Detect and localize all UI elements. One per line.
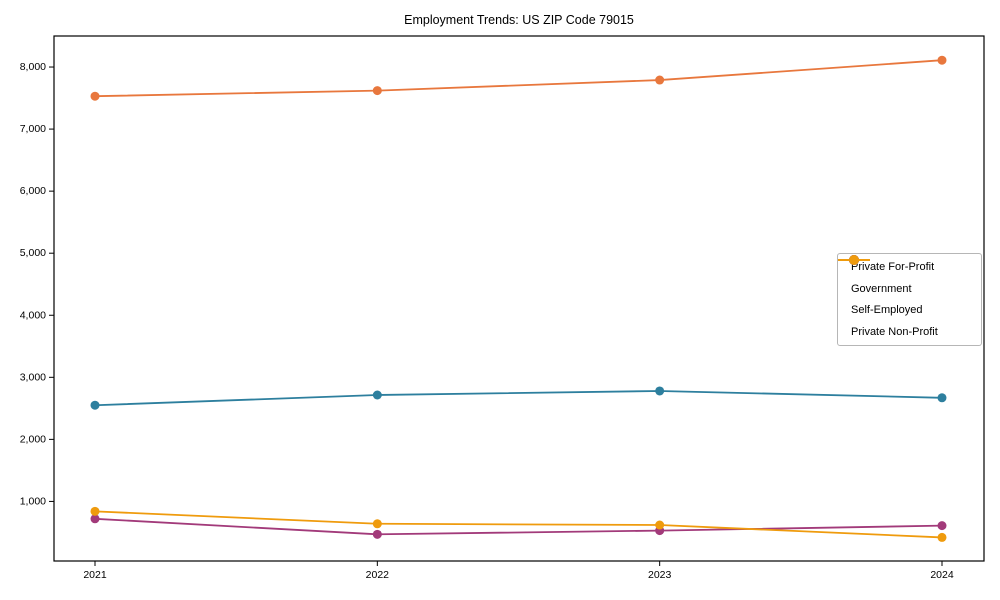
y-tick-label: 7,000 <box>20 123 46 135</box>
chart-title: Employment Trends: US ZIP Code 79015 <box>404 13 634 27</box>
data-point <box>372 519 382 529</box>
x-tick-label: 2023 <box>648 569 672 581</box>
y-tick-label: 2,000 <box>20 433 46 445</box>
data-point <box>937 532 947 542</box>
legend-label: Private For-Profit <box>851 260 935 273</box>
data-point <box>90 400 100 410</box>
legend-item: Private Non-Profit <box>838 255 981 343</box>
series-line-1 <box>94 390 943 407</box>
data-point <box>937 55 947 65</box>
series-line-0 <box>94 59 943 98</box>
legend-marker-icon <box>838 255 870 265</box>
legend-item: Government <box>838 255 981 299</box>
legend-item: Self-Employed <box>838 255 981 321</box>
axes-spines <box>53 35 985 562</box>
y-tick-label: 5,000 <box>20 247 46 259</box>
y-tick-label: 8,000 <box>20 61 46 73</box>
data-point <box>937 393 947 403</box>
data-point <box>655 386 665 396</box>
data-point <box>90 91 100 101</box>
x-tick-label: 2021 <box>83 569 107 581</box>
y-tick-label: 1,000 <box>20 495 46 507</box>
data-point <box>655 520 665 530</box>
data-point <box>372 390 382 400</box>
legend-label: Private Non-Profit <box>851 326 938 339</box>
y-tick-label: 3,000 <box>20 371 46 383</box>
legend: Private For-Profit Government Self-Employe… <box>837 253 982 346</box>
data-point <box>90 514 100 524</box>
y-tick-label: 6,000 <box>20 185 46 197</box>
legend-label: Self-Employed <box>851 304 923 317</box>
data-point <box>372 529 382 539</box>
series-line-2 <box>94 517 943 536</box>
data-point <box>90 506 100 516</box>
x-tick-label: 2022 <box>366 569 390 581</box>
data-point <box>655 75 665 85</box>
y-tick-label: 4,000 <box>20 309 46 321</box>
x-tick-label: 2024 <box>930 569 954 581</box>
data-point <box>937 521 947 531</box>
series-line-3 <box>94 510 943 539</box>
legend-label: Government <box>851 282 912 295</box>
data-point <box>372 86 382 96</box>
